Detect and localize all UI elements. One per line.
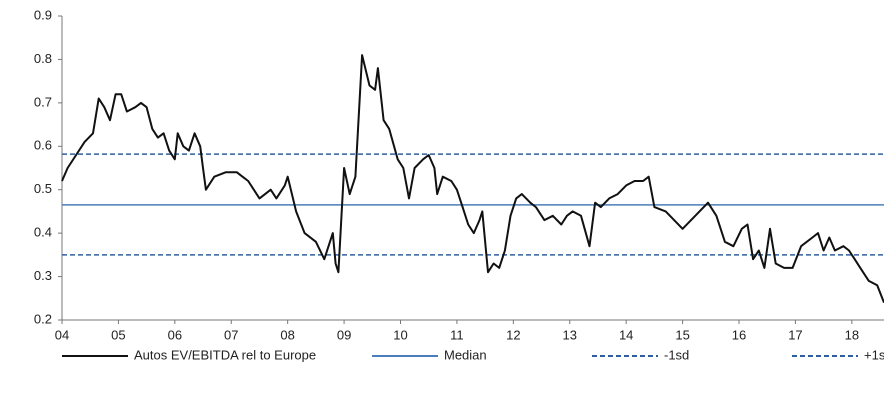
y-tick-label: 0.3 (34, 268, 52, 283)
x-tick-label: 18 (845, 327, 859, 342)
x-tick-label: 14 (619, 327, 633, 342)
x-tick-label: 06 (168, 327, 182, 342)
data-line (61, 54, 884, 303)
x-tick-label: 05 (111, 327, 125, 342)
legend-label: -1sd (664, 347, 689, 362)
y-tick-label: 0.6 (34, 138, 52, 153)
x-tick-label: 08 (280, 327, 294, 342)
x-tick-label: 04 (55, 327, 69, 342)
x-tick-label: 12 (506, 327, 520, 342)
x-tick-label: 07 (224, 327, 238, 342)
y-tick-label: 0.5 (34, 181, 52, 196)
y-tick-label: 0.4 (34, 225, 52, 240)
x-tick-label: 13 (563, 327, 577, 342)
x-tick-label: 17 (788, 327, 802, 342)
x-tick-label: 15 (675, 327, 689, 342)
y-tick-label: 0.7 (34, 94, 52, 109)
x-tick-label: 10 (393, 327, 407, 342)
legend-label: Autos EV/EBITDA rel to Europe (134, 347, 316, 362)
legend-label: Median (444, 347, 487, 362)
x-tick-label: 16 (732, 327, 746, 342)
y-tick-label: 0.2 (34, 311, 52, 326)
legend-label: +1sd (864, 347, 884, 362)
y-tick-label: 0.8 (34, 51, 52, 66)
y-tick-label: 0.9 (34, 7, 52, 22)
x-tick-label: 09 (337, 327, 351, 342)
x-tick-label: 11 (450, 327, 464, 342)
